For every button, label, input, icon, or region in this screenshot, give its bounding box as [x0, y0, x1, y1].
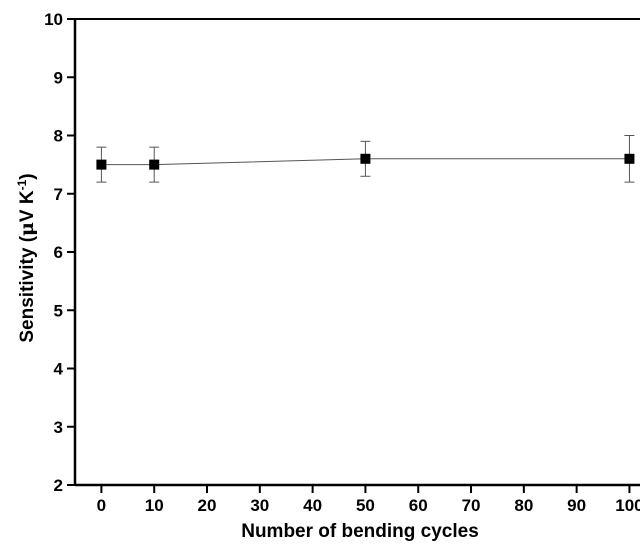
- y-axis-title-sup: -1: [15, 179, 29, 190]
- y-tick-label: 4: [54, 360, 64, 379]
- x-axis-title: Number of bending cycles: [241, 521, 479, 542]
- data-point: [149, 159, 160, 170]
- x-tick-label: 50: [356, 496, 375, 515]
- data-point: [96, 159, 107, 170]
- series-line: [101, 158, 630, 166]
- x-tick-label: 80: [514, 496, 533, 515]
- series-layer: [96, 135, 635, 183]
- x-tick-label: 20: [198, 496, 217, 515]
- y-axis-title-prefix: Sensitivity (: [17, 235, 38, 342]
- y-tick-label: 5: [54, 301, 63, 320]
- y-axis-title-suffix: ): [17, 173, 38, 179]
- y-tick-label: 10: [44, 10, 63, 29]
- x-tick-label: 10: [145, 496, 164, 515]
- y-tick-label: 9: [54, 68, 63, 87]
- x-tick-label: 90: [567, 496, 586, 515]
- data-point: [360, 153, 371, 164]
- y-axis-title-unit: V K: [17, 190, 38, 222]
- y-axis-title: Sensitivity (μV K-1): [15, 173, 38, 342]
- y-tick-label: 8: [54, 127, 63, 146]
- y-tick-label: 3: [54, 418, 63, 437]
- x-tick-label: 70: [462, 496, 481, 515]
- x-tick-label: 30: [250, 496, 269, 515]
- x-tick-label: 60: [409, 496, 428, 515]
- data-point: [624, 153, 635, 164]
- y-tick-label: 7: [54, 185, 63, 204]
- x-tick-label: 0: [97, 496, 106, 515]
- y-axis-title-mu: μ: [16, 222, 38, 236]
- y-tick-label: 2: [54, 476, 63, 495]
- x-tick-label: 100: [615, 496, 640, 515]
- y-tick-label: 6: [54, 243, 63, 262]
- x-tick-label: 40: [303, 496, 322, 515]
